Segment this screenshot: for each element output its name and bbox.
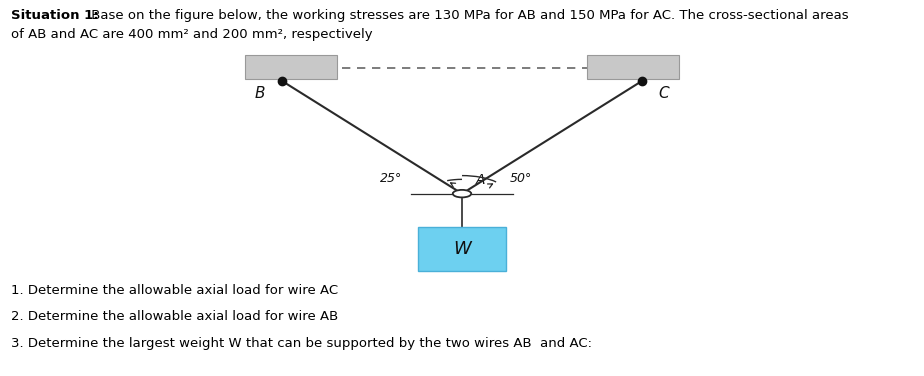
Text: Base on the figure below, the working stresses are 130 MPa for AB and 150 MPa fo: Base on the figure below, the working st… — [87, 9, 848, 23]
Text: B: B — [255, 86, 265, 102]
Text: W: W — [453, 240, 471, 258]
Text: C: C — [659, 86, 669, 102]
Text: 2. Determine the allowable axial load for wire AB: 2. Determine the allowable axial load fo… — [11, 310, 338, 323]
Text: Situation 1:: Situation 1: — [11, 9, 99, 23]
Text: 50°: 50° — [510, 172, 532, 185]
Bar — [245, 55, 337, 79]
Bar — [418, 227, 506, 271]
Text: 3. Determine the largest weight W that can be supported by the two wires AB  and: 3. Determine the largest weight W that c… — [11, 337, 592, 350]
Circle shape — [453, 190, 471, 197]
Text: A: A — [476, 173, 485, 187]
Text: 25°: 25° — [380, 172, 402, 185]
Text: of AB and AC are 400 mm² and 200 mm², respectively: of AB and AC are 400 mm² and 200 mm², re… — [11, 28, 372, 41]
Bar — [587, 55, 679, 79]
Text: 1. Determine the allowable axial load for wire AC: 1. Determine the allowable axial load fo… — [11, 284, 338, 297]
